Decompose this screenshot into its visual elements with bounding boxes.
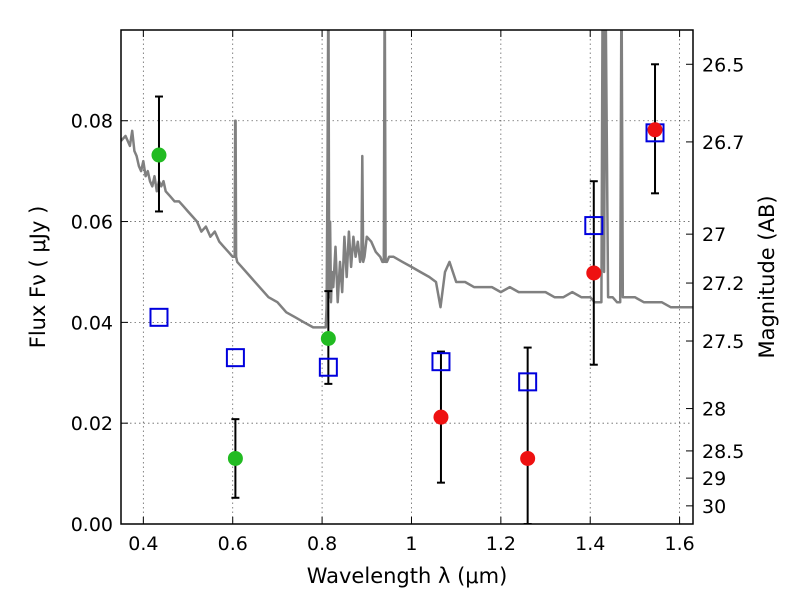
x-tick-label: 0.4: [128, 533, 158, 555]
right-tick-label: 27.2: [702, 273, 744, 295]
flux-data-point: [520, 450, 536, 466]
x-tick-label: 1.4: [575, 533, 605, 555]
flux-data-point: [227, 450, 243, 466]
flux-data-point: [586, 265, 602, 281]
model-photometry-square: [431, 352, 451, 372]
right-tick-label: 27.5: [702, 331, 744, 353]
right-tick-label: 26.7: [702, 132, 744, 154]
flux-data-point: [151, 147, 167, 163]
model-photometry-square: [584, 216, 604, 236]
right-axis-label: Magnitude (AB): [755, 195, 779, 358]
y-tick-label: 0.00: [71, 514, 113, 536]
y-tick-label: 0.08: [71, 111, 113, 133]
right-tick-label: 28: [702, 399, 726, 421]
model-photometry-square: [149, 307, 169, 327]
y-axis-label: Flux Fν ( μJy ): [26, 206, 50, 349]
x-axis-ticks: 0.4 0.6 0.8 1 1.2 1.4 1.6: [128, 30, 695, 555]
model-photometry-square: [318, 357, 338, 377]
model-photometry-square: [518, 372, 538, 392]
x-tick-label: 0.8: [307, 533, 337, 555]
model-spectrum-layer: [121, 30, 693, 329]
right-tick-label: 28.5: [702, 441, 744, 463]
x-tick-label: 0.6: [218, 533, 248, 555]
flux-data-point: [647, 122, 663, 138]
flux-data-point: [320, 330, 336, 346]
x-axis-label: Wavelength λ (μm): [307, 564, 508, 588]
y-tick-label: 0.04: [71, 312, 113, 334]
y-axis-ticks: 0.00 0.02 0.04 0.06 0.08: [71, 111, 128, 536]
flux-data-point: [433, 409, 449, 425]
right-tick-label: 26.5: [702, 54, 744, 76]
right-axis-ticks: 26.5 26.7 27 27.2 27.5 28 28.5 29 30: [686, 54, 744, 518]
model-photometry-square: [225, 348, 245, 368]
right-tick-label: 30: [702, 496, 726, 518]
right-tick-label: 27: [702, 224, 726, 246]
model-spectrum-line: [121, 30, 693, 329]
x-tick-label: 1: [405, 533, 417, 555]
plot-frame: [120, 29, 694, 525]
y-tick-label: 0.06: [71, 212, 113, 234]
x-tick-label: 1.6: [664, 533, 694, 555]
x-tick-label: 1.2: [486, 533, 516, 555]
y-tick-label: 0.02: [71, 413, 113, 435]
right-tick-label: 29: [702, 468, 726, 490]
data-markers: [149, 122, 665, 466]
